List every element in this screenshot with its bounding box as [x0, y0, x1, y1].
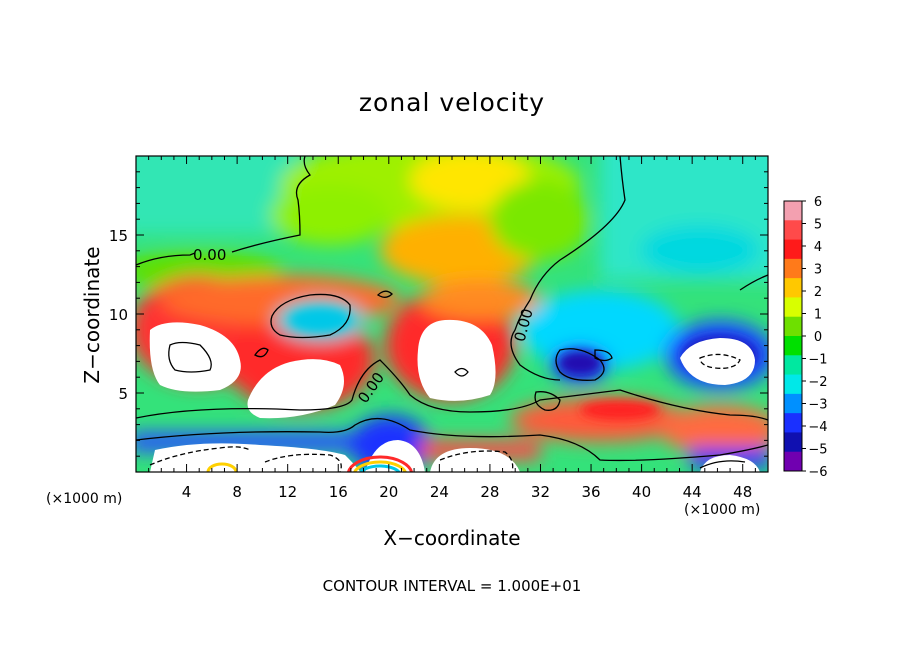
x-tick-label: 32 [531, 483, 550, 501]
colorbar-swatch [784, 201, 802, 221]
colorbar-swatch [784, 451, 802, 472]
colorbar-swatch [784, 355, 802, 376]
colorbar-swatch [784, 336, 802, 356]
colorbar-swatch [784, 432, 802, 453]
y-tick-label: 5 [118, 385, 128, 403]
colorbar-label: −1 [808, 353, 827, 368]
colorbar-label: −5 [808, 443, 827, 458]
colorbar-swatch [784, 220, 802, 241]
contour-label-0: 0.00 [193, 246, 226, 264]
chart-title: zonal velocity [358, 88, 546, 117]
x-tick-label: 24 [430, 483, 449, 501]
x-tick-label: 16 [329, 483, 348, 501]
colorbar-label: 1 [814, 308, 822, 323]
colorbar-swatch [784, 374, 802, 395]
colorbar-label: 6 [814, 195, 822, 210]
contour-interval-note: CONTOUR INTERVAL = 1.000E+01 [322, 577, 582, 595]
colorbar-label: 3 [814, 263, 822, 278]
colorbar-swatch [784, 278, 802, 298]
x-unit-left: (×1000 m) [46, 491, 123, 507]
contour-lines [136, 156, 768, 472]
colorbar-label: 2 [814, 285, 822, 300]
heatmap-field: 0.00 0.00 0.00 [136, 156, 768, 472]
x-tick-label: 40 [632, 483, 651, 501]
colorbar-label: 0 [814, 330, 822, 345]
x-tick-label: 20 [379, 483, 398, 501]
y-axis-label: Z−coordinate [80, 246, 104, 384]
x-tick-label: 48 [733, 483, 752, 501]
x-tick-label: 44 [683, 483, 702, 501]
colorbar-swatch [784, 258, 802, 279]
colorbar-label: −6 [808, 465, 827, 480]
colorbar-swatch [784, 393, 802, 414]
colorbar-label: −3 [808, 398, 827, 413]
x-tick-label: 36 [581, 483, 600, 501]
x-tick-label: 28 [480, 483, 499, 501]
colorbar-label: 5 [814, 218, 822, 233]
x-axis: 4 8 12 16 20 24 28 32 36 40 44 48 [148, 156, 756, 501]
x-tick-label: 12 [278, 483, 297, 501]
colorbar-label: −4 [808, 420, 827, 435]
colorbar-label: 4 [814, 240, 822, 255]
y-axis: 5 10 15 [109, 171, 768, 457]
x-tick-label: 4 [182, 483, 192, 501]
colorbar: 6 5 4 3 2 1 0 −1 −2 −3 −4 −5 −6 [783, 195, 828, 480]
colorbar-swatch [784, 413, 802, 433]
x-unit-right: (×1000 m) [684, 502, 761, 518]
colorbar-swatch [784, 316, 802, 337]
x-axis-label: X−coordinate [383, 526, 521, 550]
colorbar-swatch [784, 297, 802, 318]
colorbar-swatch [784, 239, 802, 260]
x-tick-label: 8 [232, 483, 242, 501]
y-tick-label: 10 [109, 306, 128, 324]
y-tick-label: 15 [109, 227, 128, 245]
colorbar-label: −2 [808, 375, 827, 390]
